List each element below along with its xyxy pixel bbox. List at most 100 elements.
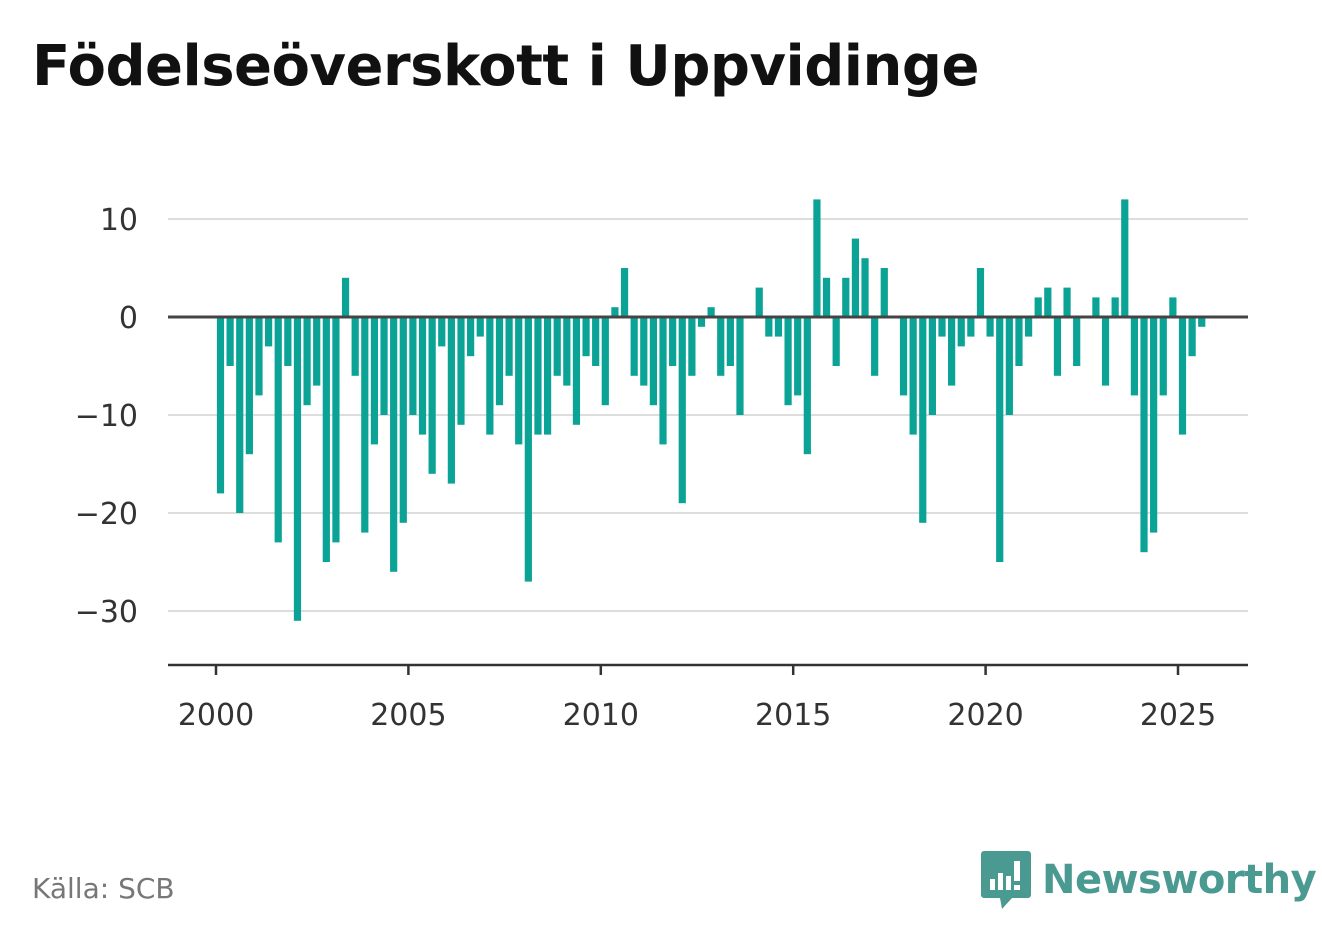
bar	[563, 317, 571, 386]
bar	[351, 317, 359, 376]
chart-title: Födelseöverskott i Uppvidinge	[32, 34, 979, 99]
bar-chart-speech-bubble-icon	[981, 851, 1031, 909]
bar	[418, 317, 427, 435]
bar	[996, 317, 1004, 562]
brand-name: Newsworthy	[1042, 857, 1317, 903]
bar	[553, 317, 561, 376]
y-tick-labels: 10 0 −10 −20 −30	[75, 203, 138, 630]
bars	[216, 199, 1206, 621]
bar	[803, 317, 811, 455]
bar	[678, 317, 686, 504]
bar	[1092, 297, 1100, 317]
bar	[524, 317, 532, 582]
bar	[380, 317, 388, 415]
bar	[765, 317, 773, 337]
bar	[1150, 317, 1158, 533]
bar	[880, 268, 888, 317]
bar	[938, 317, 946, 337]
bar	[284, 317, 292, 366]
bar	[861, 258, 869, 317]
bar	[592, 317, 600, 366]
bar	[457, 317, 465, 425]
bar	[822, 277, 831, 317]
x-tick-label: 2025	[1140, 698, 1216, 733]
bar	[851, 238, 860, 317]
bar	[322, 317, 330, 562]
bar	[409, 317, 417, 415]
bar	[370, 317, 379, 445]
bar	[871, 317, 879, 376]
bar	[736, 317, 744, 415]
bar	[245, 317, 253, 455]
y-tick-label: −10	[75, 399, 138, 434]
bar	[313, 317, 321, 386]
bar	[1121, 199, 1129, 317]
bar	[774, 317, 783, 337]
bar	[1130, 317, 1138, 396]
bar	[899, 317, 908, 396]
bar	[438, 317, 446, 347]
bar	[341, 277, 350, 317]
bar	[447, 317, 455, 484]
bar	[697, 317, 706, 327]
bar	[957, 317, 965, 347]
bar	[794, 317, 802, 396]
bar	[293, 317, 302, 621]
bar	[640, 317, 648, 386]
bar	[572, 317, 581, 425]
bar	[1015, 317, 1023, 366]
bar	[332, 317, 340, 543]
bar	[255, 317, 263, 396]
bar	[707, 307, 715, 317]
bar	[1111, 297, 1119, 317]
bar	[582, 317, 590, 357]
bar	[928, 317, 936, 415]
bar	[1198, 317, 1206, 327]
brand-logo: Newsworthy	[980, 848, 1317, 912]
x-tick-label: 2020	[947, 698, 1023, 733]
bar	[467, 317, 475, 357]
bar	[265, 317, 273, 347]
bar	[717, 317, 725, 376]
bar	[611, 307, 619, 317]
bar	[919, 317, 927, 523]
bar	[967, 317, 975, 337]
bar	[303, 317, 311, 406]
bar	[1063, 287, 1071, 317]
bar	[216, 317, 225, 494]
bar	[399, 317, 407, 523]
y-tick-label: −20	[75, 497, 138, 532]
bar	[1024, 317, 1033, 337]
bar	[842, 277, 850, 317]
bar	[784, 317, 792, 406]
bar	[630, 317, 638, 376]
bar	[495, 317, 504, 406]
bar	[1073, 317, 1081, 366]
bar	[976, 268, 985, 317]
bar	[659, 317, 667, 445]
x-tick-label: 2005	[370, 698, 446, 733]
bar	[515, 317, 523, 445]
bar	[1005, 317, 1013, 415]
x-axis: 2000 2005 2010 2015 2020 2025	[168, 663, 1248, 733]
bar	[986, 317, 994, 337]
bar	[909, 317, 917, 435]
bar	[1159, 317, 1167, 396]
bar	[486, 317, 494, 435]
bar	[688, 317, 696, 376]
bar	[813, 199, 821, 317]
bar	[1053, 317, 1062, 376]
source-note: Källa: SCB	[32, 872, 175, 905]
bar	[755, 287, 763, 317]
x-tick-label: 2000	[178, 698, 254, 733]
bar	[274, 317, 282, 543]
bar	[620, 268, 629, 317]
bar	[1140, 317, 1148, 553]
bar	[1044, 287, 1052, 317]
x-tick-label: 2010	[563, 698, 639, 733]
bar	[543, 317, 552, 435]
bar	[1101, 317, 1110, 386]
bar	[1178, 317, 1187, 435]
bar	[236, 317, 244, 513]
